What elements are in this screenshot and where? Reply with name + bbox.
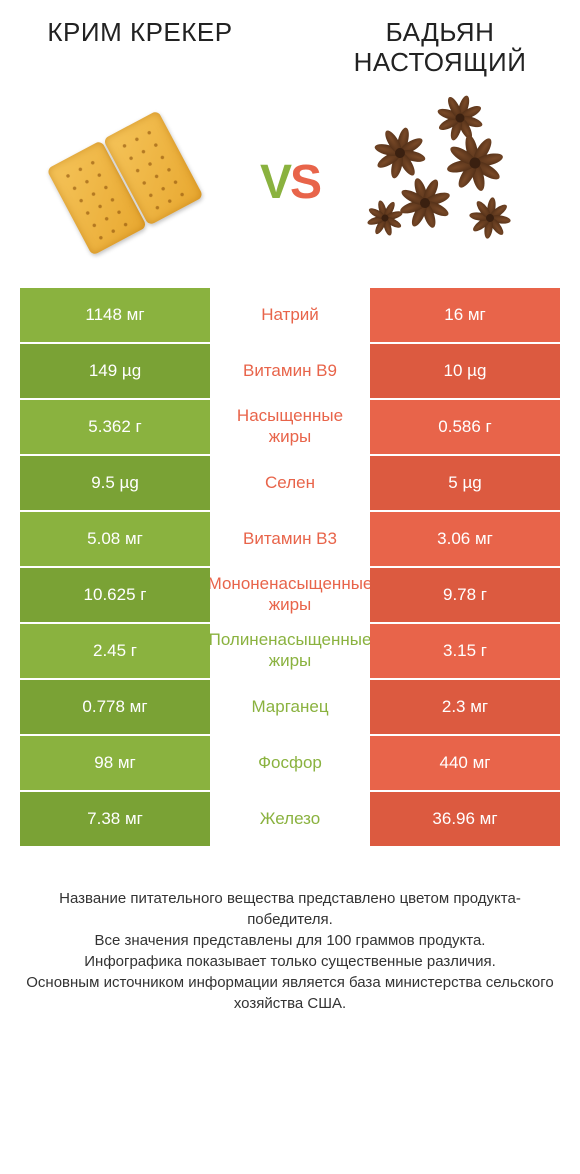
table-row: 98 мгФосфор440 мг (20, 736, 560, 792)
vs-s: S (290, 155, 320, 210)
nutrient-label: Селен (210, 456, 370, 510)
right-value: 9.78 г (370, 568, 560, 622)
table-row: 7.38 мгЖелезо36.96 мг (20, 792, 560, 848)
right-product-image (370, 98, 540, 268)
left-product-title: КРИМ КРЕКЕР (30, 18, 250, 78)
right-value: 3.15 г (370, 624, 560, 678)
nutrient-label: Марганец (210, 680, 370, 734)
left-value: 10.625 г (20, 568, 210, 622)
left-product-image (40, 98, 210, 268)
left-value: 0.778 мг (20, 680, 210, 734)
right-value: 16 мг (370, 288, 560, 342)
vs-v: V (260, 155, 290, 210)
right-value: 36.96 мг (370, 792, 560, 846)
nutrient-label: Витамин B3 (210, 512, 370, 566)
footer-line: Инфографика показывает только существенн… (20, 951, 560, 972)
right-product-title: БАДЬЯН НАСТОЯЩИЙ (330, 18, 550, 78)
right-value: 0.586 г (370, 400, 560, 454)
right-value: 440 мг (370, 736, 560, 790)
nutrient-label: Насыщенные жиры (210, 400, 370, 454)
left-value: 7.38 мг (20, 792, 210, 846)
footer-line: Все значения представлены для 100 граммо… (20, 930, 560, 951)
right-value: 2.3 мг (370, 680, 560, 734)
nutrient-label: Железо (210, 792, 370, 846)
nutrient-label: Витамин B9 (210, 344, 370, 398)
table-row: 5.08 мгВитамин B33.06 мг (20, 512, 560, 568)
left-value: 9.5 µg (20, 456, 210, 510)
table-row: 5.362 гНасыщенные жиры0.586 г (20, 400, 560, 456)
comparison-table: 1148 мгНатрий16 мг149 µgВитамин B910 µg5… (0, 288, 580, 848)
right-value: 5 µg (370, 456, 560, 510)
footer-notes: Название питательного вещества представл… (0, 848, 580, 1014)
left-value: 2.45 г (20, 624, 210, 678)
table-row: 9.5 µgСелен5 µg (20, 456, 560, 512)
nutrient-label: Натрий (210, 288, 370, 342)
left-value: 1148 мг (20, 288, 210, 342)
images-row: VS (0, 88, 580, 288)
table-row: 2.45 гПолиненасыщенные жиры3.15 г (20, 624, 560, 680)
footer-line: Название питательного вещества представл… (20, 888, 560, 930)
nutrient-label: Мононенасыщенные жиры (210, 568, 370, 622)
right-value: 3.06 мг (370, 512, 560, 566)
vs-label: VS (260, 155, 320, 210)
left-value: 5.08 мг (20, 512, 210, 566)
left-value: 5.362 г (20, 400, 210, 454)
table-row: 10.625 гМононенасыщенные жиры9.78 г (20, 568, 560, 624)
header: КРИМ КРЕКЕР БАДЬЯН НАСТОЯЩИЙ (0, 0, 580, 88)
nutrient-label: Полиненасыщенные жиры (210, 624, 370, 678)
left-value: 149 µg (20, 344, 210, 398)
right-value: 10 µg (370, 344, 560, 398)
table-row: 1148 мгНатрий16 мг (20, 288, 560, 344)
star-anise-icon (370, 98, 540, 268)
nutrient-label: Фосфор (210, 736, 370, 790)
footer-line: Основным источником информации является … (20, 972, 560, 1014)
cracker-icon (46, 110, 203, 256)
table-row: 149 µgВитамин B910 µg (20, 344, 560, 400)
left-value: 98 мг (20, 736, 210, 790)
table-row: 0.778 мгМарганец2.3 мг (20, 680, 560, 736)
